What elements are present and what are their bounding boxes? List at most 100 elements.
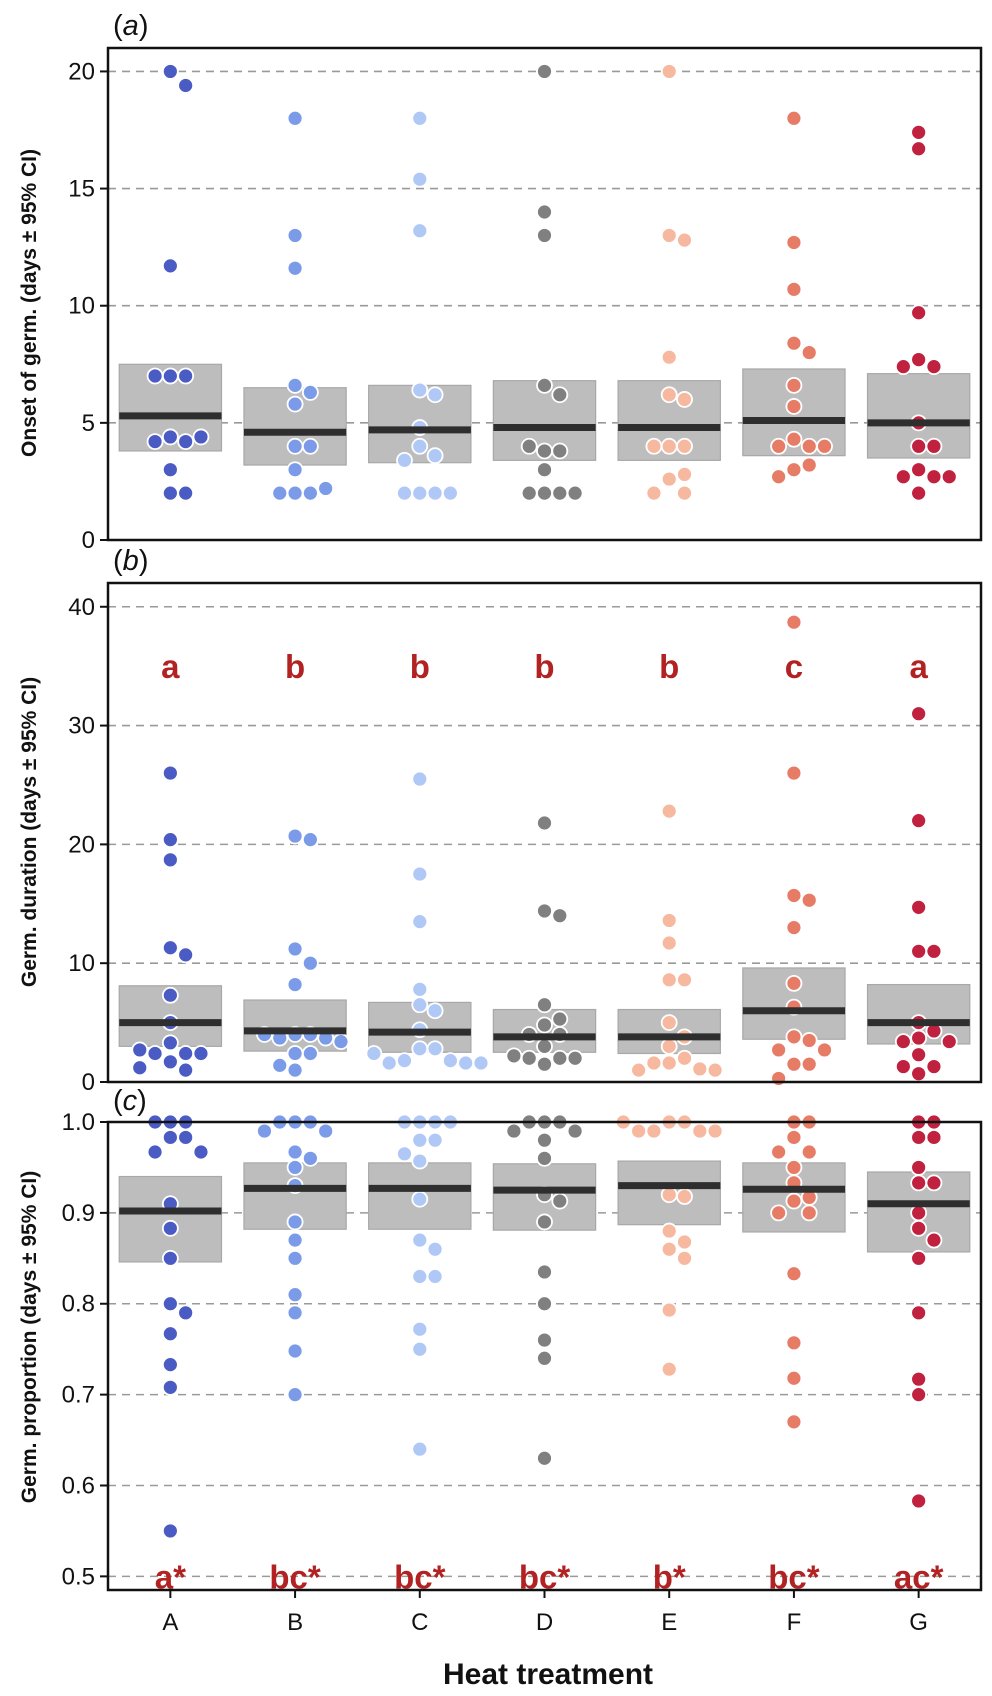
data-point	[676, 484, 693, 502]
data-point	[551, 1192, 569, 1210]
data-point	[676, 1233, 693, 1251]
data-point	[286, 1342, 304, 1360]
data-point	[411, 1131, 429, 1149]
data-point	[177, 433, 195, 451]
data-point	[566, 1049, 584, 1067]
data-point	[411, 770, 429, 788]
data-point	[925, 1058, 943, 1075]
data-point	[770, 1204, 788, 1222]
data-point	[271, 1056, 289, 1074]
data-point	[660, 470, 678, 488]
data-point	[536, 1449, 553, 1467]
data-point	[396, 1052, 413, 1070]
data-point	[785, 1192, 803, 1210]
data-point	[177, 1061, 195, 1079]
data-point	[536, 442, 553, 460]
data-point	[286, 109, 304, 127]
data-point	[161, 1356, 179, 1374]
y-tick-label: 10	[68, 950, 95, 977]
significance-letter: a	[161, 648, 180, 685]
data-point	[411, 1320, 429, 1338]
data-point	[301, 484, 319, 502]
data-point	[177, 1129, 195, 1146]
data-point	[426, 1240, 444, 1258]
data-point	[520, 437, 538, 455]
data-point	[910, 1204, 928, 1222]
data-point	[660, 1301, 678, 1319]
data-point	[161, 831, 179, 849]
data-point	[770, 1041, 788, 1059]
panel-a-label: (a)	[113, 10, 148, 42]
data-point	[286, 1286, 304, 1304]
y-tick-label: 10	[68, 293, 95, 320]
data-point	[411, 1190, 429, 1208]
data-point	[317, 1122, 335, 1140]
data-point	[301, 383, 319, 401]
panel-a: (a) 0 5 10 15 20 Onset of germ. (days ± 95% …	[18, 10, 983, 554]
data-point	[286, 484, 304, 502]
panel-b-label: (b)	[113, 545, 148, 577]
significance-letter: c	[785, 648, 803, 685]
data-point	[925, 468, 943, 486]
data-point	[910, 351, 928, 369]
data-point	[536, 1131, 553, 1149]
data-point	[396, 484, 413, 502]
data-point	[426, 386, 444, 404]
data-point	[286, 1213, 304, 1231]
data-point	[472, 1054, 490, 1072]
data-point	[706, 1061, 724, 1079]
data-point	[177, 1045, 195, 1062]
data-point	[894, 358, 912, 376]
data-point	[411, 484, 429, 502]
data-point	[925, 1129, 943, 1146]
data-point	[660, 1037, 678, 1055]
data-point	[910, 812, 928, 830]
data-point	[800, 891, 818, 909]
y-tick-label: 1.0	[62, 1109, 95, 1136]
data-point	[301, 954, 319, 972]
data-point	[536, 1016, 553, 1034]
significance-letter: b	[410, 648, 430, 685]
data-point	[441, 484, 459, 502]
data-point	[785, 1159, 803, 1176]
data-point	[536, 1149, 553, 1167]
data-point	[770, 1143, 788, 1161]
data-point	[551, 484, 569, 502]
data-point	[676, 231, 693, 249]
data-point	[536, 461, 553, 479]
panel-b: (b) 0 10 20 30 40 a b b b b c a Germ. duration (day…	[18, 545, 983, 1096]
data-point	[800, 1204, 818, 1222]
data-point	[910, 705, 928, 723]
x-axis-title: Heat treatment	[443, 1658, 653, 1691]
data-point	[660, 1360, 678, 1378]
data-point	[785, 376, 803, 394]
data-point	[910, 1046, 928, 1064]
data-point	[645, 1122, 663, 1140]
x-tick-label: E	[661, 1609, 677, 1636]
data-point	[411, 381, 429, 399]
data-point	[660, 1222, 678, 1240]
data-point	[161, 939, 179, 957]
data-point	[770, 468, 788, 486]
data-point	[161, 484, 179, 502]
y-tick-label: 0.6	[62, 1472, 95, 1499]
data-point	[660, 802, 678, 820]
data-point	[286, 437, 304, 455]
x-tick-label: A	[162, 1609, 178, 1636]
data-point	[286, 1143, 304, 1161]
data-point	[426, 1040, 444, 1058]
y-tick-label: 40	[68, 594, 95, 621]
data-point	[910, 140, 928, 158]
y-tick-label: 30	[68, 713, 95, 740]
data-point	[910, 1249, 928, 1267]
data-point	[426, 484, 444, 502]
data-point	[785, 398, 803, 415]
data-point	[301, 1045, 319, 1062]
significance-letter: b	[534, 648, 554, 685]
data-point	[910, 1492, 928, 1510]
data-point	[660, 971, 678, 989]
data-point	[645, 1054, 663, 1072]
data-point	[785, 764, 803, 782]
data-point	[161, 1034, 179, 1052]
